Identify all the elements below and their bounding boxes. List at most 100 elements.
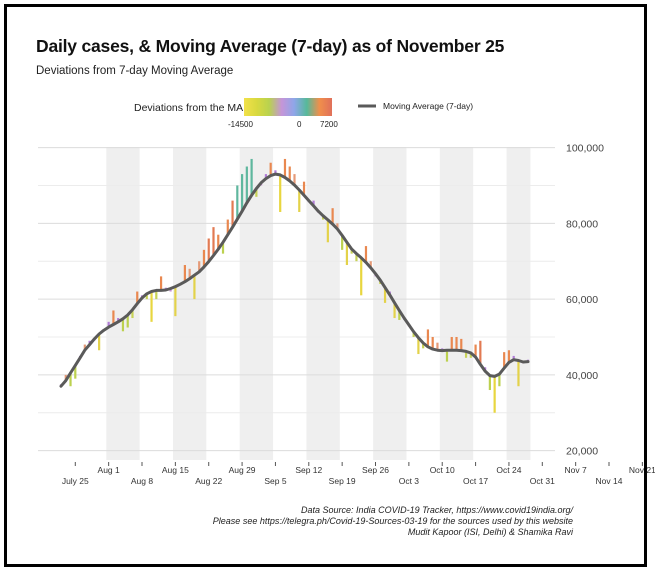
x-tick-label-top: Sep 12	[295, 465, 322, 475]
legend: Deviations from the MA -14500 0 7200 Mov…	[134, 98, 473, 129]
daily-case-bar	[236, 185, 239, 220]
moving-average-line	[59, 172, 530, 388]
y-tick-label: 80,000	[566, 218, 598, 230]
daily-case-bar	[436, 342, 439, 351]
daily-case-bar	[460, 338, 463, 351]
x-tick-label-top: Nov 21	[629, 465, 655, 475]
legend-gradient-bar	[244, 98, 332, 116]
daily-case-bar	[422, 343, 425, 349]
daily-case-bar	[364, 246, 368, 263]
week-band	[239, 147, 274, 460]
daily-case-bar	[312, 200, 315, 206]
daily-case-bar	[255, 188, 258, 197]
daily-case-bar	[107, 321, 110, 328]
daily-case-bar	[383, 287, 387, 303]
x-tick-label-bottom: Sep 5	[264, 476, 286, 486]
x-tick-label-top: Nov 7	[565, 465, 587, 475]
daily-case-bar	[279, 174, 282, 212]
y-axis-ticks: 100,000 80,000 60,000 40,000 20,000	[566, 143, 604, 458]
x-tick-label-bottom: Aug 8	[131, 476, 153, 486]
daily-case-bar	[250, 158, 253, 196]
daily-case-bar	[159, 276, 163, 291]
legend-line-label: Moving Average (7-day)	[383, 101, 473, 111]
source-line-3: Mudit Kapoor (ISI, Delhi) & Shamika Ravi	[407, 527, 573, 537]
y-tick-label: 40,000	[566, 370, 598, 382]
y-tick-label: 100,000	[566, 143, 604, 155]
week-band	[373, 147, 407, 460]
daily-case-bar	[274, 170, 277, 175]
x-tick-label-top: Aug 29	[229, 465, 256, 475]
daily-case-bar	[231, 200, 234, 228]
daily-case-bar	[450, 336, 453, 351]
x-tick-label-bottom: Sep 19	[329, 476, 356, 486]
daily-case-bar	[217, 234, 220, 250]
daily-case-bar	[412, 331, 415, 337]
daily-case-bar	[193, 275, 196, 300]
x-tick-label-top: Oct 24	[496, 465, 521, 475]
daily-case-bar	[331, 208, 334, 225]
week-bands	[106, 147, 531, 460]
daily-case-bar	[345, 242, 349, 266]
daily-case-bar	[145, 293, 148, 300]
daily-case-bar	[469, 352, 472, 358]
daily-case-bar	[417, 337, 420, 355]
daily-case-bar	[369, 261, 372, 268]
legend-tick-min: -14500	[228, 120, 253, 129]
daily-case-bar	[355, 253, 358, 262]
daily-case-bar	[240, 174, 244, 212]
daily-case-bar	[302, 181, 306, 196]
daily-case-bar	[183, 265, 186, 282]
week-band	[439, 147, 474, 460]
week-band	[106, 147, 140, 460]
daily-case-bar	[493, 376, 496, 413]
daily-case-bar	[517, 360, 520, 387]
daily-case-bar	[479, 340, 482, 365]
legend-tick-max: 7200	[320, 120, 338, 129]
daily-case-bar	[288, 166, 291, 181]
y-tick-label: 60,000	[566, 294, 598, 306]
x-tick-label-top: Oct 10	[430, 465, 455, 475]
daily-case-bar	[498, 374, 501, 387]
daily-case-bar	[174, 286, 177, 317]
daily-case-bar	[426, 329, 430, 347]
daily-case-bar	[341, 235, 344, 250]
daily-case-bar	[283, 158, 287, 178]
daily-case-bar	[69, 372, 72, 387]
daily-case-bar	[507, 350, 511, 363]
legend-gradient-title: Deviations from the MA	[134, 102, 243, 114]
daily-case-bar	[98, 333, 101, 351]
x-tick-label-top: Aug 1	[98, 465, 120, 475]
y-tick-label: 20,000	[566, 446, 598, 458]
daily-case-bar	[74, 365, 77, 379]
chart-title: Daily cases, & Moving Average (7-day) as…	[36, 36, 505, 56]
x-tick-label-bottom: Nov 14	[596, 476, 623, 486]
daily-case-bar	[83, 344, 86, 351]
daily-case-bar	[464, 351, 468, 358]
x-tick-label-bottom: Aug 22	[195, 476, 222, 486]
week-band	[306, 147, 340, 460]
x-tick-label-bottom: July 25	[62, 476, 89, 486]
daily-case-bar	[512, 355, 515, 360]
daily-case-bar	[503, 352, 506, 369]
daily-case-bar	[212, 227, 215, 256]
x-tick-label-top: Aug 15	[162, 465, 189, 475]
daily-case-bar	[350, 249, 353, 254]
x-axis-ticks: Aug 1 Aug 15 Aug 29 Sep 12 Sep 26 Oct 10 Oct 2…	[62, 462, 655, 486]
daily-case-bar	[136, 291, 139, 304]
daily-case-bar	[326, 219, 329, 243]
x-tick-label-bottom: Oct 31	[530, 476, 555, 486]
daily-case-bar	[445, 350, 449, 362]
x-tick-label-bottom: Oct 17	[463, 476, 488, 486]
daily-case-bar	[126, 315, 129, 328]
daily-case-bar	[155, 290, 158, 300]
week-band	[172, 147, 207, 460]
source-line-1: Data Source: India COVID-19 Tracker, htt…	[301, 505, 573, 515]
daily-case-bar	[398, 310, 401, 320]
daily-case-bar	[336, 223, 339, 230]
daily-case-bar	[474, 344, 477, 358]
chart-subtitle: Deviations from 7-day Moving Average	[36, 65, 234, 77]
legend-tick-zero: 0	[297, 120, 302, 129]
daily-case-bar	[298, 190, 301, 212]
daily-case-bar	[245, 166, 248, 203]
